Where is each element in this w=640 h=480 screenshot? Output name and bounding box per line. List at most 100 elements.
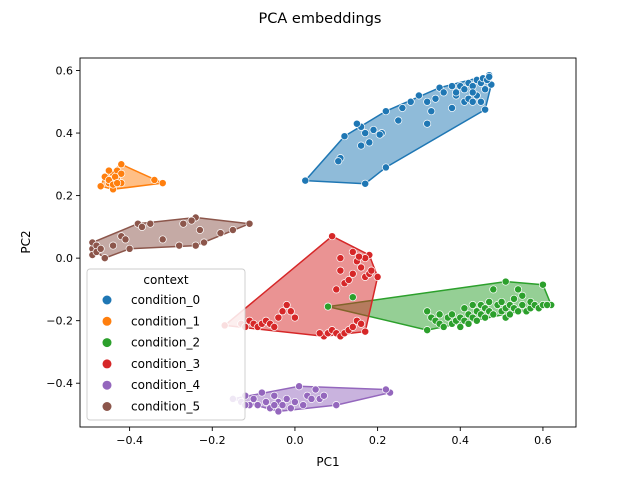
- hull-condition_2: [327, 280, 553, 331]
- point-condition_1-3: [117, 160, 126, 169]
- point-condition_3-32: [348, 269, 357, 278]
- point-condition_2-19: [460, 304, 469, 313]
- point-condition_1-2: [158, 179, 167, 188]
- point-condition_0-11: [365, 138, 374, 147]
- point-condition_0-41: [369, 125, 378, 134]
- legend-label-condition_4: condition_4: [131, 378, 200, 392]
- point-condition_3-5: [328, 232, 337, 241]
- point-condition_3-42: [344, 276, 353, 284]
- point-condition_5-18: [187, 216, 196, 225]
- point-condition_0-1: [361, 179, 370, 188]
- point-condition_3-2: [361, 327, 370, 336]
- point-condition_2-44: [518, 291, 527, 300]
- point-condition_0-35: [468, 97, 477, 106]
- point-condition_1-17: [113, 179, 122, 188]
- x-tick-label: −0.4: [116, 434, 143, 447]
- point-condition_3-14: [270, 322, 279, 331]
- point-condition_3-38: [367, 266, 376, 275]
- point-condition_0-32: [485, 72, 494, 81]
- point-condition_5-14: [138, 222, 146, 231]
- point-condition_5-11: [109, 241, 118, 250]
- point-condition_4-25: [319, 391, 328, 400]
- legend-marker-condition_0: [102, 295, 112, 305]
- point-condition_4-18: [286, 404, 295, 413]
- point-condition_2-10: [435, 310, 444, 319]
- point-condition_1-10: [104, 166, 113, 175]
- point-condition_0-17: [423, 97, 432, 106]
- point-condition_5-17: [175, 241, 184, 250]
- point-condition_4-17: [282, 394, 291, 403]
- point-condition_3-16: [278, 307, 287, 316]
- point-condition_0-24: [460, 85, 469, 94]
- point-condition_3-19: [290, 313, 299, 322]
- legend-marker-condition_3: [102, 359, 112, 369]
- point-condition_3-41: [336, 254, 345, 263]
- point-condition_4-27: [270, 401, 279, 410]
- point-condition_4-19: [290, 398, 299, 406]
- point-condition_4-1: [274, 407, 283, 416]
- point-condition_2-25: [472, 316, 481, 325]
- plot-frame: [79, 57, 577, 428]
- point-condition_2-23: [468, 301, 477, 309]
- x-axis-label: PC1: [316, 455, 339, 469]
- point-condition_0-15: [406, 97, 415, 106]
- point-condition_2-21: [464, 319, 473, 328]
- x-axis-ticks: −0.4 −0.2 0.0 0.2 0.4 0.6: [116, 427, 552, 447]
- point-condition_0-40: [352, 119, 361, 128]
- point-condition_5-13: [121, 235, 130, 244]
- point-condition_0-21: [448, 82, 456, 91]
- point-condition_5-21: [200, 238, 208, 247]
- point-condition_0-2: [381, 163, 390, 172]
- point-condition_0-30: [481, 85, 490, 94]
- point-condition_0-42: [375, 130, 384, 139]
- point-condition_4-4: [381, 385, 390, 394]
- point-condition_0-37: [476, 97, 485, 106]
- legend-label-condition_2: condition_2: [131, 336, 200, 350]
- legend-title: context: [143, 273, 189, 287]
- point-condition_5-15: [146, 219, 155, 228]
- point-condition_2-28: [481, 313, 490, 322]
- point-condition_3-15: [274, 313, 283, 322]
- y-tick-label: −0.4: [46, 377, 73, 390]
- y-tick-label: 0.6: [56, 65, 74, 78]
- point-condition_5-19: [179, 219, 188, 228]
- point-condition_2-53: [514, 285, 523, 294]
- legend-label-condition_0: condition_0: [131, 293, 200, 307]
- y-tick-label: −0.2: [46, 315, 73, 328]
- point-condition_2-52: [543, 301, 552, 309]
- point-condition_2-0: [324, 302, 332, 311]
- point-condition_2-32: [489, 310, 498, 319]
- point-condition_4-22: [307, 394, 316, 403]
- point-condition_5-16: [158, 235, 167, 244]
- point-condition_5-3: [191, 241, 200, 250]
- hull-condition_5: [91, 216, 250, 259]
- point-condition_4-16: [278, 401, 287, 410]
- y-axis-ticks: −0.4 −0.2 0.0 0.2 0.4 0.6: [46, 65, 80, 390]
- chart-title: PCA embeddings: [259, 11, 382, 27]
- point-condition_0-10: [357, 141, 366, 150]
- point-condition_4-12: [262, 398, 270, 406]
- x-tick-label: 0.6: [534, 434, 552, 447]
- point-condition_2-4: [501, 277, 510, 286]
- point-condition_2-31: [485, 297, 494, 306]
- point-condition_3-30: [332, 285, 341, 294]
- point-condition_0-44: [448, 104, 456, 112]
- point-condition_2-3: [538, 280, 547, 289]
- point-condition_4-11: [257, 388, 266, 397]
- point-condition_4-23: [311, 385, 320, 394]
- point-condition_5-2: [125, 244, 134, 253]
- point-condition_2-1: [423, 326, 432, 335]
- legend-marker-condition_2: [102, 338, 112, 348]
- point-condition_2-43: [514, 307, 523, 316]
- point-condition_0-14: [398, 104, 407, 112]
- point-condition_5-22: [96, 244, 105, 253]
- point-condition_0-13: [394, 116, 403, 125]
- point-condition_2-42: [510, 294, 518, 303]
- point-condition_5-24: [228, 226, 237, 234]
- point-condition_2-40: [505, 310, 514, 319]
- point-condition_0-7: [381, 107, 390, 116]
- point-condition_0-46: [452, 88, 461, 97]
- point-condition_1-11: [117, 169, 126, 178]
- point-condition_4-2: [332, 401, 341, 410]
